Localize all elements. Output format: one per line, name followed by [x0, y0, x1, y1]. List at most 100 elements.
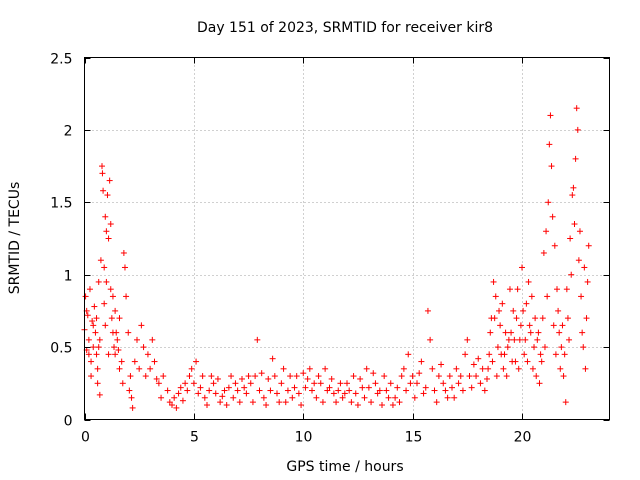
data-point [534, 336, 541, 343]
data-point [232, 380, 239, 387]
data-point [164, 387, 171, 394]
data-point [379, 402, 385, 409]
data-point [158, 394, 165, 401]
data-point [114, 336, 121, 343]
data-point [93, 351, 100, 358]
data-point [106, 177, 113, 184]
data-point [520, 307, 527, 314]
data-point [505, 336, 512, 343]
data-point [95, 278, 102, 285]
data-point [531, 344, 538, 351]
data-point [389, 402, 396, 409]
data-point [105, 235, 112, 242]
data-point [247, 380, 254, 387]
data-point [418, 358, 425, 365]
data-point [359, 384, 366, 391]
data-point [245, 373, 252, 380]
data-point [431, 387, 438, 394]
data-point [341, 390, 348, 397]
x-tick-label: 20 [514, 430, 532, 446]
y-tick-label: 0 [64, 414, 73, 430]
data-point [400, 365, 407, 372]
data-point [335, 387, 342, 394]
data-point [118, 358, 125, 365]
data-point [442, 387, 449, 394]
data-point [291, 384, 298, 391]
data-point [102, 322, 109, 329]
data-point [475, 355, 482, 362]
data-point [89, 318, 96, 325]
data-point [151, 358, 158, 365]
data-point [435, 373, 442, 380]
data-point [498, 351, 505, 358]
data-point [352, 390, 359, 397]
data-point [136, 365, 143, 372]
data-point [522, 336, 529, 343]
data-point [394, 384, 401, 391]
data-point [252, 373, 259, 380]
data-point [511, 336, 518, 343]
x-axis-title: GPS time / hours [286, 459, 403, 475]
data-point [221, 387, 228, 394]
data-point [504, 344, 511, 351]
data-point [558, 344, 565, 351]
data-point [570, 184, 577, 191]
data-point [128, 394, 135, 401]
data-point [149, 336, 156, 343]
data-point [184, 387, 191, 394]
data-point [574, 126, 581, 133]
data-point [545, 199, 552, 206]
data-point [328, 375, 335, 382]
data-point [479, 365, 486, 372]
data-point [304, 375, 311, 382]
data-point [547, 112, 554, 119]
data-point [298, 402, 305, 409]
data-point [144, 351, 151, 358]
data-point [86, 286, 93, 293]
data-point [142, 373, 149, 380]
data-point [94, 380, 101, 387]
y-tick-label: 1.5 [50, 196, 72, 212]
data-point [451, 394, 458, 401]
data-point [306, 365, 313, 372]
data-point [93, 315, 100, 322]
data-point [560, 373, 567, 380]
data-point [186, 373, 193, 380]
data-point [508, 329, 515, 336]
data-point [405, 351, 412, 358]
grid-lines [84, 57, 610, 420]
data-point [516, 336, 523, 343]
data-point [567, 235, 574, 242]
data-point [269, 355, 276, 362]
data-point [282, 399, 289, 406]
data-point [116, 315, 123, 322]
data-point [210, 380, 217, 387]
data-point [387, 380, 394, 387]
data-point [97, 257, 104, 264]
x-tick-label: 10 [295, 430, 313, 446]
data-point [103, 278, 110, 285]
data-point [499, 300, 506, 307]
y-tick-label: 1 [64, 269, 73, 285]
data-point [519, 264, 525, 271]
data-point [100, 187, 107, 194]
data-point [566, 336, 573, 343]
data-point [496, 307, 503, 314]
data-point [546, 141, 553, 148]
data-point [228, 373, 235, 380]
data-point [208, 373, 215, 380]
data-point [477, 380, 484, 387]
data-point [85, 351, 92, 358]
data-point [284, 387, 291, 394]
data-point [129, 404, 136, 411]
data-point [169, 402, 175, 409]
data-point [104, 192, 111, 199]
data-point [99, 170, 106, 177]
data-point [278, 380, 285, 387]
data-point [578, 293, 585, 300]
data-point [123, 293, 130, 300]
data-point [455, 380, 462, 387]
data-point [473, 373, 480, 380]
data-point [313, 394, 320, 401]
